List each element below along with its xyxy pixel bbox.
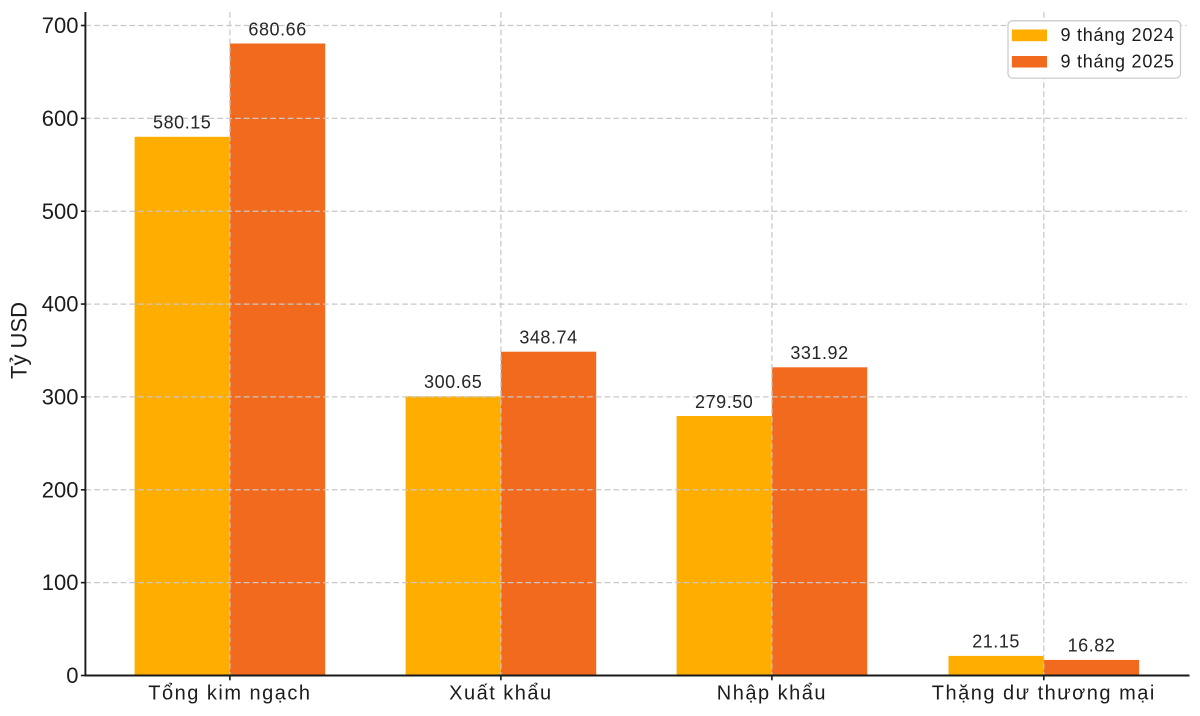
svg-text:9 tháng 2025: 9 tháng 2025 [1061,52,1175,72]
svg-text:500: 500 [42,199,79,224]
svg-text:279.50: 279.50 [695,392,753,412]
svg-text:680.66: 680.66 [248,19,306,39]
svg-text:0: 0 [66,663,78,688]
svg-text:Thặng dư thương mại: Thặng dư thương mại [932,683,1156,705]
svg-text:Tỷ USD: Tỷ USD [7,302,32,379]
svg-text:300: 300 [42,385,79,410]
svg-text:331.92: 331.92 [790,343,848,363]
svg-text:16.82: 16.82 [1068,636,1116,656]
svg-text:400: 400 [42,292,79,317]
svg-text:100: 100 [42,570,79,595]
svg-text:300.65: 300.65 [424,372,482,392]
svg-text:Nhập khẩu: Nhập khẩu [717,683,827,705]
svg-text:348.74: 348.74 [519,328,577,348]
svg-text:9 tháng 2024: 9 tháng 2024 [1061,25,1175,45]
svg-text:600: 600 [42,106,79,131]
svg-text:200: 200 [42,477,79,502]
svg-text:700: 700 [42,13,79,38]
svg-text:Xuất khẩu: Xuất khẩu [449,683,553,705]
svg-text:Tổng kim ngạch: Tổng kim ngạch [148,683,311,705]
svg-text:580.15: 580.15 [153,113,211,133]
svg-text:21.15: 21.15 [972,632,1020,652]
